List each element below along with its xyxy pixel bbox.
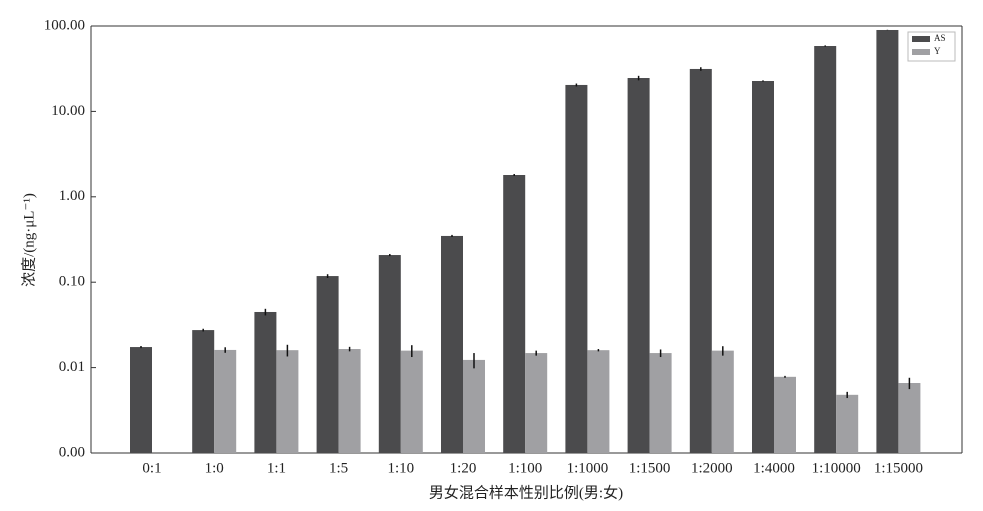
legend-label: Y — [934, 46, 941, 56]
bar — [276, 350, 299, 453]
x-tick-label: 1:1000 — [567, 460, 609, 476]
y-axis-label: 浓度/(ng·μL⁻¹) — [20, 193, 37, 287]
x-tick-label: 1:2000 — [691, 460, 733, 476]
legend-box — [907, 31, 956, 62]
x-axis-label: 男女混合样本性别比例(男:女) — [429, 483, 623, 501]
bar — [814, 46, 837, 454]
bar — [876, 29, 899, 453]
x-tick-label: 1:20 — [450, 460, 477, 476]
bar — [649, 353, 672, 453]
bar — [378, 255, 401, 453]
bar — [214, 349, 237, 453]
y-tick-label: 0.01 — [59, 359, 85, 375]
y-tick-label: 100.00 — [44, 17, 85, 33]
x-tick-label: 0:1 — [142, 460, 161, 476]
x-tick-label: 1:1 — [267, 460, 286, 476]
bar — [400, 350, 423, 453]
bar — [898, 383, 921, 453]
y-tick-label: 0.10 — [59, 274, 85, 290]
x-tick-label: 1:10 — [387, 460, 414, 476]
bar — [774, 376, 796, 453]
bar — [689, 68, 712, 453]
y-tick-label: 1.00 — [59, 188, 85, 204]
legend-swatch — [912, 36, 930, 42]
y-tick-label: 10.00 — [51, 103, 85, 119]
x-tick-label: 1:10000 — [812, 460, 861, 476]
bar — [836, 394, 859, 453]
bar — [711, 350, 734, 453]
bar — [525, 353, 548, 453]
x-tick-label: 1:15000 — [874, 460, 923, 476]
bar — [752, 80, 774, 453]
bar — [503, 174, 526, 453]
x-tick-label: 1:4000 — [753, 460, 795, 476]
y-tick-label: 0.00 — [59, 444, 85, 460]
x-tick-label: 1:100 — [508, 460, 542, 476]
bar — [587, 350, 610, 453]
bar — [192, 330, 215, 453]
x-tick-label: 1:5 — [329, 460, 348, 476]
bar — [627, 78, 650, 453]
bar — [130, 347, 152, 453]
bar — [316, 276, 339, 453]
bar — [565, 84, 588, 453]
bar — [338, 349, 361, 453]
x-tick-label: 1:0 — [205, 460, 224, 476]
bar — [463, 359, 485, 453]
bar — [441, 235, 463, 453]
x-tick-label: 1:1500 — [629, 460, 671, 476]
legend-swatch — [912, 49, 930, 55]
bar — [254, 311, 277, 453]
legend-label: AS — [934, 33, 946, 43]
